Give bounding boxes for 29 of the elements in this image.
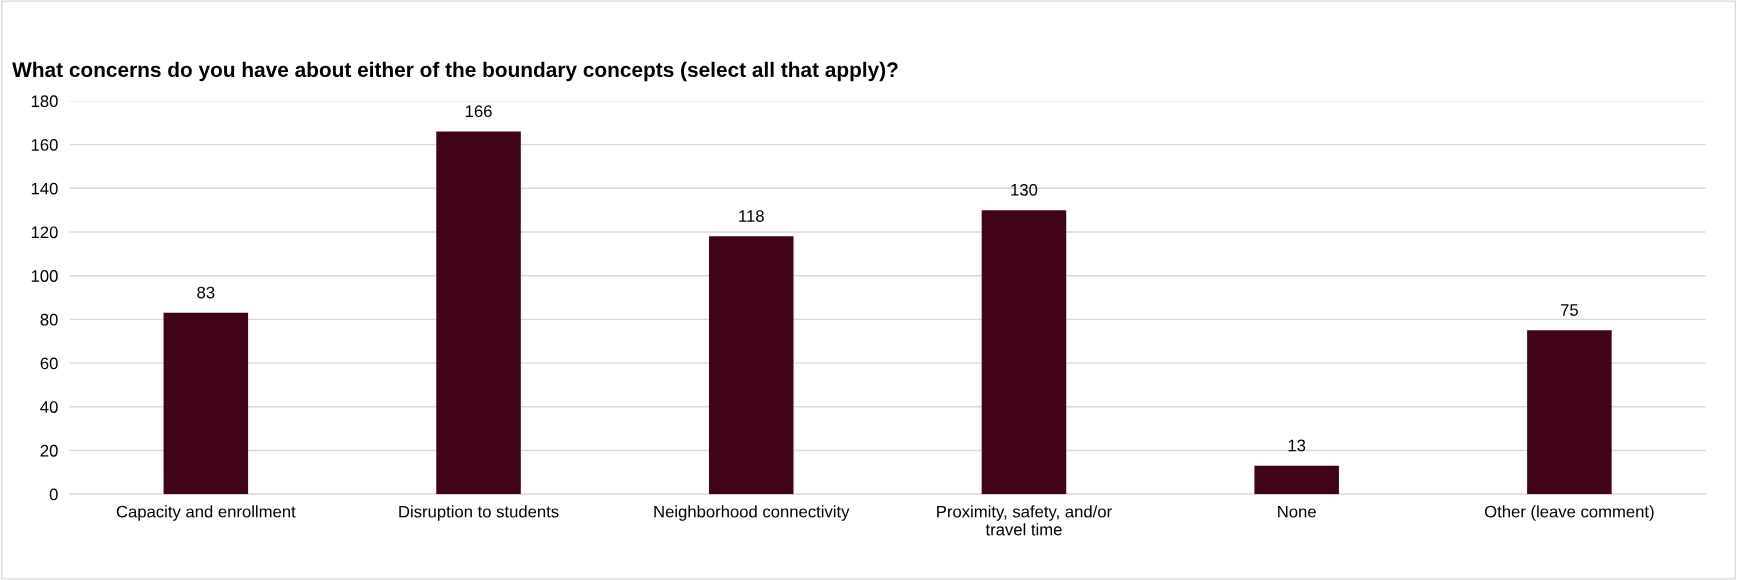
bar [1254,465,1339,495]
y-tick-label: 20 [40,444,58,457]
bar [981,210,1067,495]
x-tick-label: Neighborhood connectivity [654,505,850,521]
y-tick-label: 160 [31,139,58,151]
x-tick-label: Other (leave comment) [1484,505,1654,521]
y-tick-label: 80 [40,313,58,326]
x-tick-label: Capacity and enrollment [116,505,296,521]
bar [436,131,521,495]
data-label: 118 [739,210,764,222]
x-tick-label: None [1278,505,1316,518]
x-tick-label: Disruption to students [399,505,559,521]
bar [1527,330,1612,495]
data-label: 75 [1560,304,1578,316]
y-tick-label: 60 [40,357,58,370]
data-label: 83 [197,286,215,299]
y-tick-label: 180 [31,95,58,108]
chart-title: What concerns do you have about either of the boundary concepts (select all that apply)? [12,61,898,82]
data-label: 130 [1011,183,1038,196]
data-label: 13 [1288,439,1306,452]
bar [708,236,794,495]
y-tick-label: 120 [31,226,58,239]
y-tick-label: 100 [31,270,58,282]
y-tick-label: 140 [31,182,58,195]
data-label: 166 [465,105,492,118]
y-tick-label: 40 [40,401,58,413]
y-tick-label: 0 [49,488,58,501]
x-tick-label: Proximity, safety, and/or travel time [937,505,1112,536]
bar [163,312,249,495]
